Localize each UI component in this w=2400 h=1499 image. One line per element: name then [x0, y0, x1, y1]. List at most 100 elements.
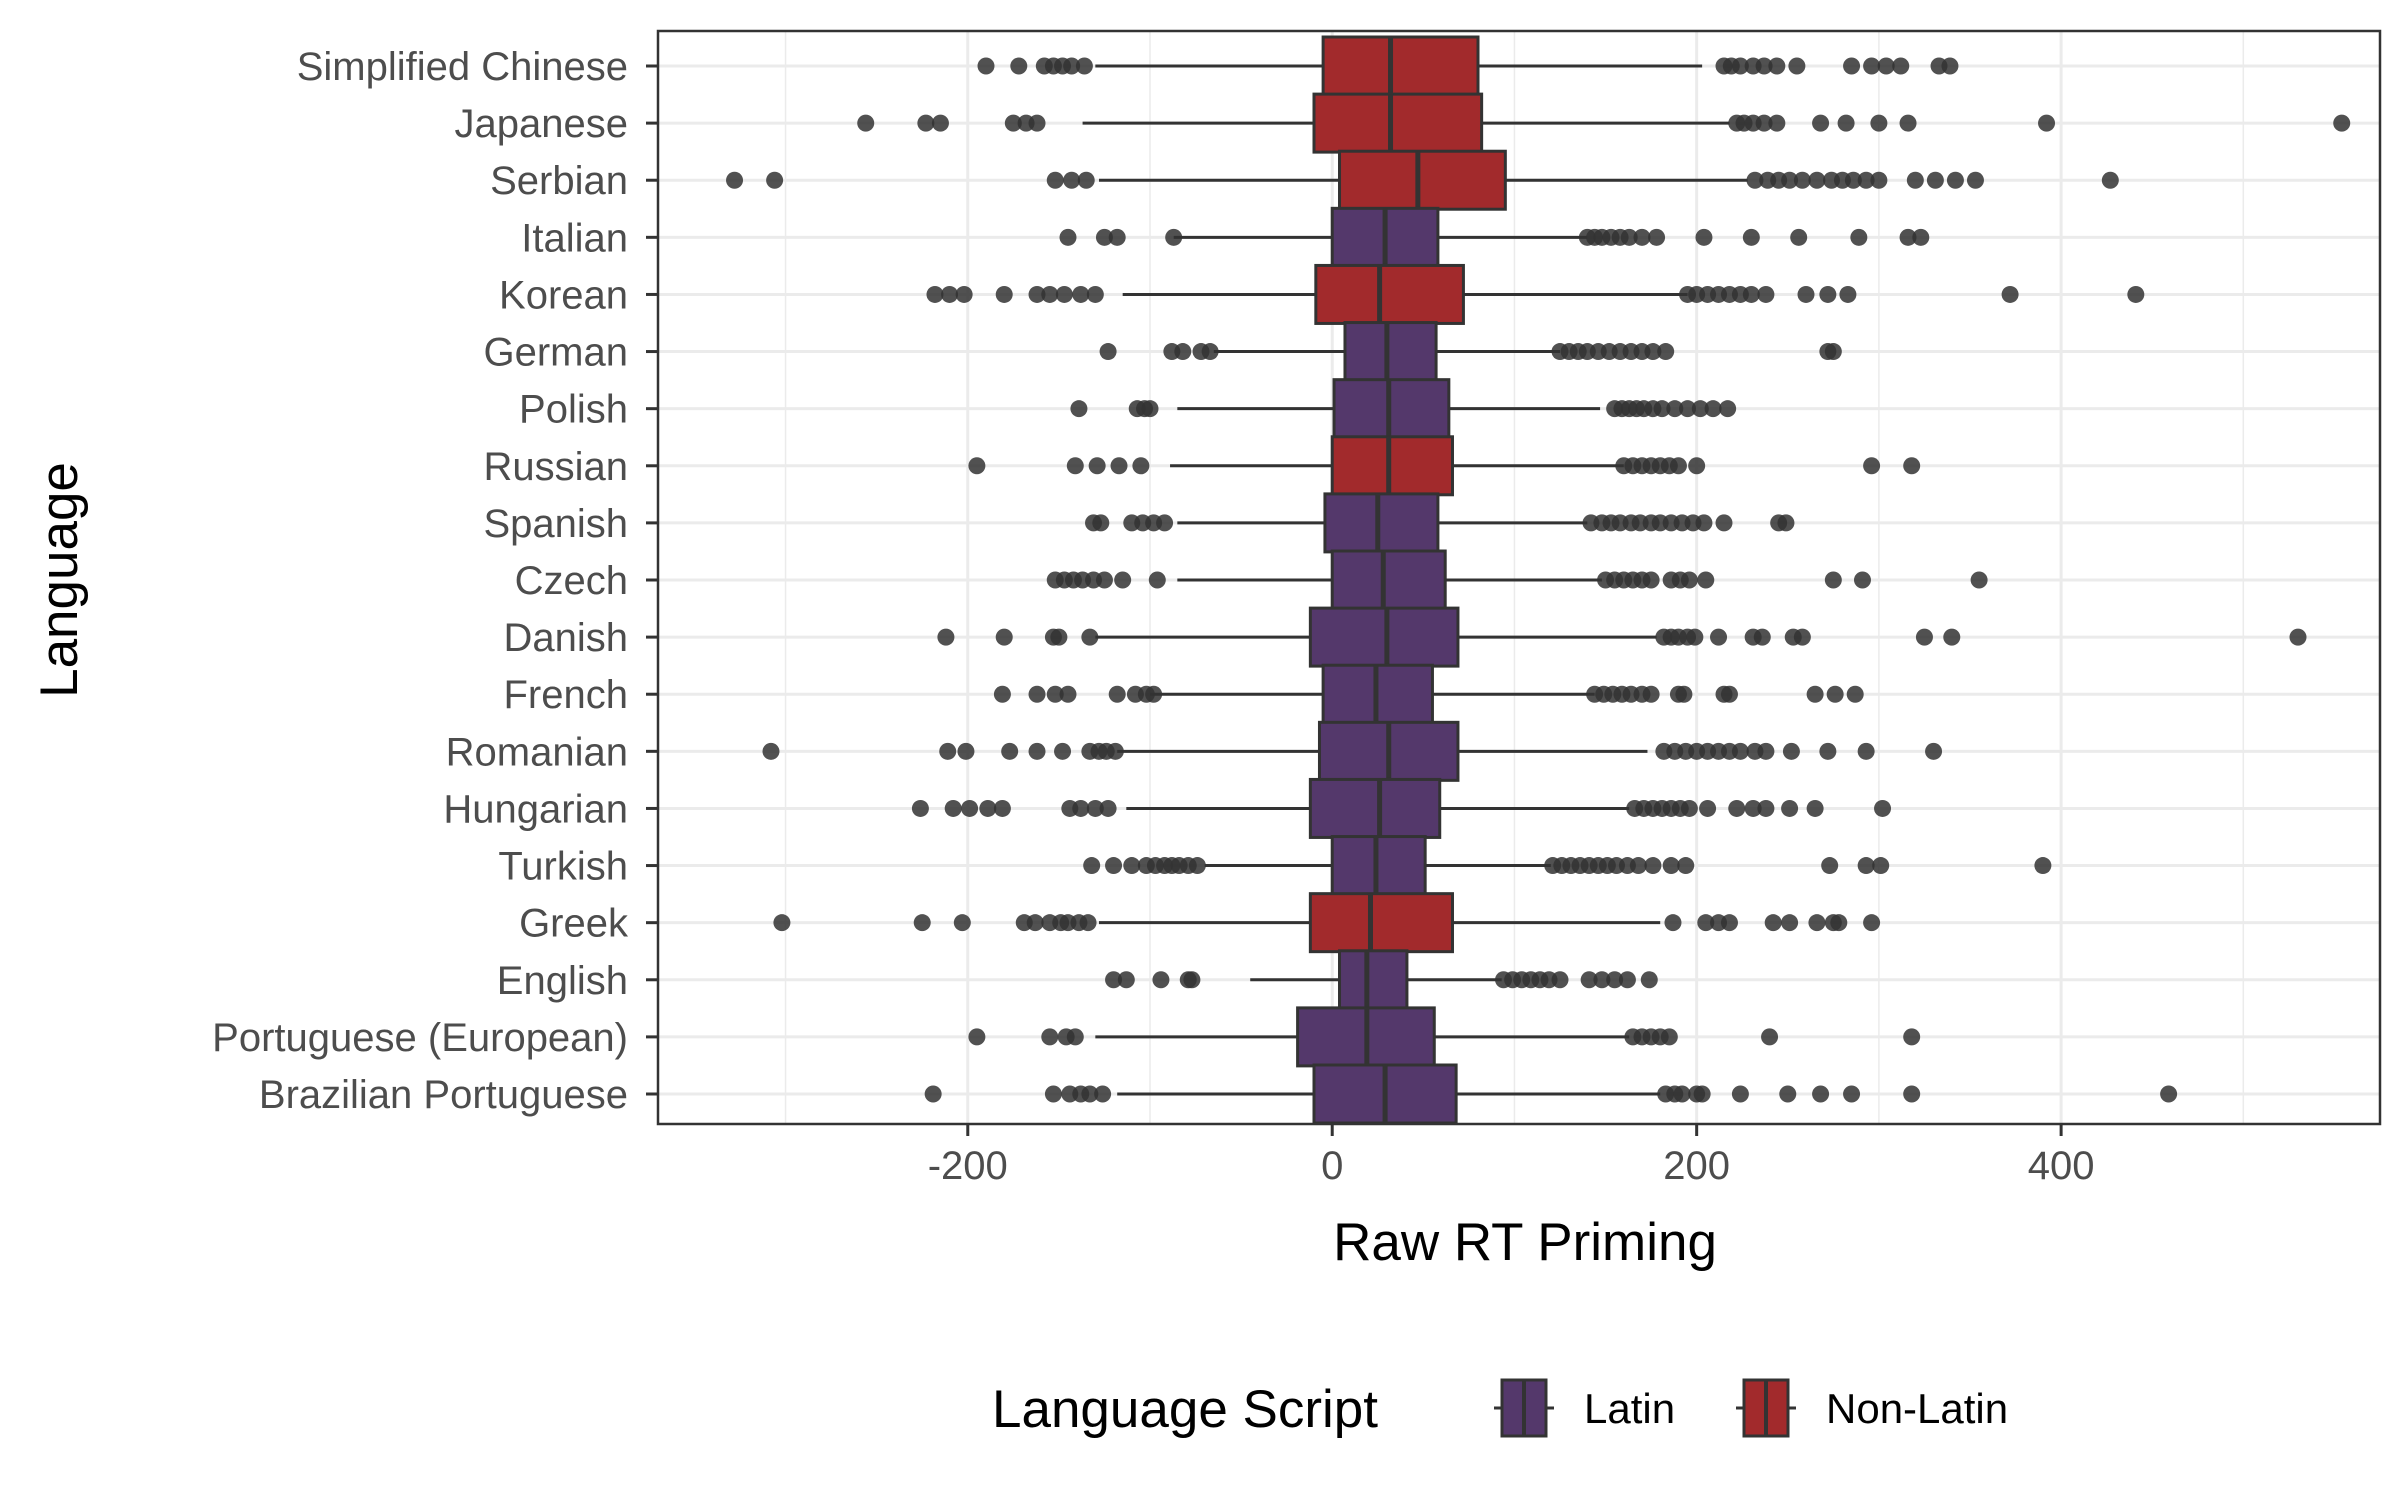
outlier-point [1095, 571, 1113, 589]
box-group [1105, 949, 1658, 1011]
outlier-point [1790, 228, 1808, 246]
box-iqr [1323, 492, 1440, 554]
outlier-point [857, 114, 875, 132]
outlier-point [1892, 57, 1910, 75]
x-tick-label: 400 [2028, 1144, 2095, 1188]
outlier-point [931, 114, 949, 132]
outlier-point [1028, 285, 1046, 303]
outlier-point [1123, 857, 1141, 875]
outlier-point [1915, 628, 1933, 646]
y-tick-label: French [504, 673, 629, 717]
box-group [968, 435, 1921, 497]
outlier-point [1715, 514, 1733, 532]
outlier-point [1117, 971, 1135, 989]
outlier-point [766, 171, 784, 189]
outlier-point [1691, 400, 1709, 418]
outlier-point [1824, 343, 1842, 361]
y-tick-label: Danish [503, 616, 628, 660]
outlier-point [1201, 343, 1219, 361]
outlier-point [1094, 1085, 1112, 1103]
outlier-point [968, 457, 986, 475]
outlier-point [1050, 628, 1068, 646]
outlier-point [1077, 171, 1095, 189]
box-group [1070, 378, 1737, 440]
box-group [968, 1006, 1921, 1068]
outlier-point [1870, 171, 1888, 189]
outlier-point [1839, 285, 1857, 303]
outlier-point [1677, 857, 1695, 875]
outlier-point [1863, 457, 1881, 475]
outlier-point [977, 57, 995, 75]
y-tick-label: Spanish [483, 502, 628, 546]
outlier-point [1764, 914, 1782, 932]
outlier-point [1629, 857, 1647, 875]
outlier-point [1757, 742, 1775, 760]
outlier-point [1105, 971, 1123, 989]
outlier-point [2038, 114, 2056, 132]
outlier-point [1912, 228, 1930, 246]
outlier-point [1633, 228, 1651, 246]
outlier-point [924, 1085, 942, 1103]
outlier-point [1793, 628, 1811, 646]
outlier-point [1657, 343, 1675, 361]
outlier-point [1618, 971, 1636, 989]
outlier-point [1903, 457, 1921, 475]
box-iqr [1338, 949, 1409, 1011]
box-iqr [1314, 263, 1465, 325]
outlier-point [1081, 1085, 1099, 1103]
outlier-point [1675, 685, 1693, 703]
outlier-point [1148, 571, 1166, 589]
outlier-point [1781, 914, 1799, 932]
y-tick-label: Russian [483, 445, 628, 489]
outlier-point [1853, 571, 1871, 589]
outlier-point [1757, 799, 1775, 817]
y-tick-label: Polish [519, 388, 628, 432]
box-group [1059, 206, 1930, 268]
outlier-point [993, 685, 1011, 703]
outlier-point [1070, 400, 1088, 418]
outlier-point [1108, 685, 1126, 703]
y-tick-label: Romanian [446, 730, 628, 774]
x-tick-label: -200 [928, 1144, 1008, 1188]
outlier-point [1808, 914, 1826, 932]
outlier-point [1686, 628, 1704, 646]
box-iqr [1330, 549, 1447, 611]
outlier-point [1693, 1085, 1711, 1103]
outlier-point [1679, 400, 1697, 418]
outlier-point [773, 914, 791, 932]
outlier-point [1108, 228, 1126, 246]
outlier-point [1660, 1028, 1678, 1046]
box-group [977, 35, 1959, 97]
box-iqr [1308, 892, 1454, 954]
outlier-point [1092, 514, 1110, 532]
outlier-point [1744, 799, 1762, 817]
outlier-point [1821, 857, 1839, 875]
outlier-point [1837, 114, 1855, 132]
plot-panel [658, 31, 2380, 1124]
outlier-point [1664, 914, 1682, 932]
outlier-point [1806, 799, 1824, 817]
outlier-point [1863, 914, 1881, 932]
box-group [726, 149, 2119, 211]
outlier-point [1010, 57, 1028, 75]
outlier-point [913, 914, 931, 932]
box-iqr [1343, 321, 1438, 383]
box-iqr [1308, 777, 1442, 839]
x-tick-label: 200 [1663, 1144, 1730, 1188]
outlier-point [1044, 1085, 1062, 1103]
outlier-point [1028, 742, 1046, 760]
outlier-point [1059, 685, 1077, 703]
y-tick-label: Brazilian Portuguese [259, 1073, 628, 1117]
outlier-point [1072, 799, 1090, 817]
outlier-point [1699, 799, 1717, 817]
outlier-point [1826, 685, 1844, 703]
outlier-point [1054, 742, 1072, 760]
outlier-point [1083, 857, 1101, 875]
outlier-point [1086, 799, 1104, 817]
outlier-point [1742, 228, 1760, 246]
outlier-point [1808, 171, 1826, 189]
outlier-point [1746, 171, 1764, 189]
outlier-point [1666, 400, 1684, 418]
outlier-point [955, 285, 973, 303]
outlier-point [1768, 114, 1786, 132]
